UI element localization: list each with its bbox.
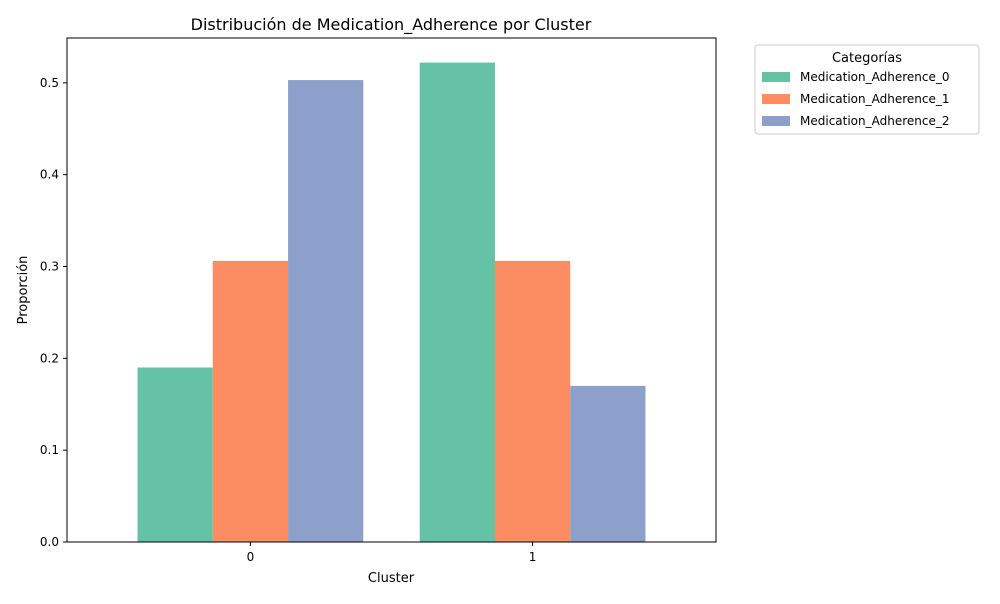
plot-frame <box>66 37 717 543</box>
x-tick-label: 1 <box>529 550 537 564</box>
y-tick-label: 0.2 <box>40 351 59 365</box>
bar-series-2-cluster-1 <box>570 385 646 542</box>
legend-label: Medication_Adherence_1 <box>800 92 950 106</box>
x-axis-label: Cluster <box>368 571 415 586</box>
bars-layer <box>137 62 646 543</box>
legend-swatch <box>762 116 790 126</box>
legend-swatch <box>762 72 790 82</box>
y-axis: 0.0 0.1 0.2 0.3 0.4 0.5 <box>40 76 67 549</box>
bar-series-0-cluster-1 <box>419 62 495 543</box>
legend: Categorías Medication_Adherence_0Medicat… <box>754 44 980 135</box>
bar-series-2-cluster-0 <box>288 80 364 542</box>
y-tick-label: 0.4 <box>40 168 59 182</box>
bar-series-1-cluster-1 <box>494 260 571 542</box>
bar-series-1-cluster-0 <box>212 260 289 542</box>
bar-series-0-cluster-0 <box>137 367 213 542</box>
y-tick-label: 0.0 <box>40 535 59 549</box>
legend-swatch <box>762 94 790 104</box>
x-tick-label: 0 <box>247 550 255 564</box>
y-tick-label: 0.5 <box>40 76 59 90</box>
legend-label: Medication_Adherence_0 <box>800 70 950 84</box>
legend-label: Medication_Adherence_2 <box>800 114 950 128</box>
legend-title: Categorías <box>832 51 902 66</box>
legend-items: Medication_Adherence_0 Medication_Adheren… <box>762 70 950 128</box>
y-axis-label: Proporción <box>16 256 31 325</box>
chart-title: Distribución de Medication_Adherence por… <box>191 15 592 35</box>
y-tick-label: 0.1 <box>40 443 59 457</box>
legend-frame <box>754 44 980 135</box>
y-tick-label: 0.3 <box>40 259 59 273</box>
